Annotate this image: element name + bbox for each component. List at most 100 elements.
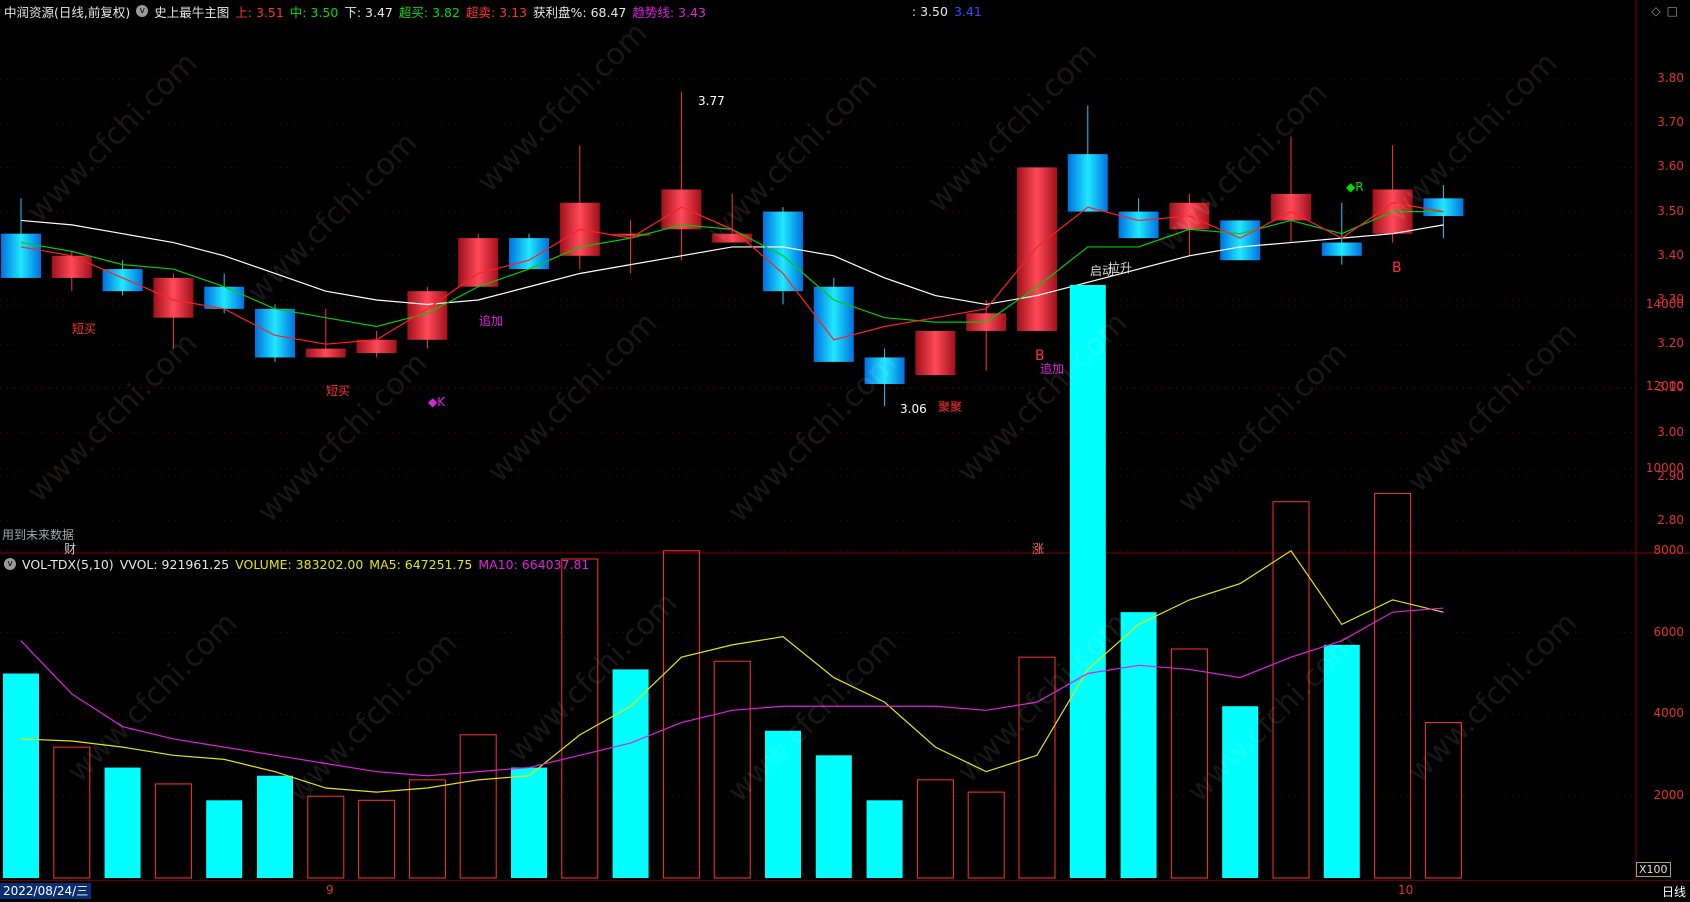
annotation-rise2: 拉升 (1108, 261, 1133, 275)
volume-indicator-header: v VOL-TDX(5,10) VVOL: 921961.25 VOLUME: … (0, 553, 1636, 575)
volume-bar (408, 779, 446, 879)
annotation-high: 3.77 (698, 94, 725, 108)
price-tick: 3.20 (1657, 336, 1684, 351)
candle-body (1220, 220, 1261, 261)
volume-bar (3, 673, 39, 878)
annotation-low: 3.06 (900, 402, 927, 416)
annotation-b-1: B (1035, 348, 1045, 364)
annotation-juji: 聚聚 (938, 400, 963, 414)
candle-body (1, 233, 41, 278)
candle-body (1271, 193, 1311, 221)
volume-bar (1374, 493, 1412, 879)
candle-body (915, 330, 956, 376)
volume-value: VOLUME: 383202.00 (235, 556, 364, 572)
price-tick: 3.00 (1657, 424, 1684, 439)
annotation-add-2: 追加 (1040, 362, 1065, 376)
price-tick: 3.50 (1657, 203, 1684, 218)
chevron-down-icon[interactable]: v (136, 5, 149, 17)
time-axis: 2022/08/24/三 9 10 日线 (0, 880, 1690, 902)
price-axis: 3.80 3.70 3.60 3.50 3.40 3.30 3.20 3.10 3.00 2.90… (1636, 0, 1690, 880)
candle-body (1017, 167, 1057, 331)
volume-ma5-line (20, 549, 1444, 793)
stock-title[interactable]: 中润资源(日线,前复权) (4, 4, 131, 20)
volume-bar (713, 660, 751, 879)
volume-bar (1323, 644, 1360, 878)
annotation-r: ◆R (1346, 180, 1364, 194)
candle-body (1321, 242, 1362, 256)
chevron-down-icon[interactable]: v (4, 558, 16, 570)
future-data-note: 用到未来数据 (2, 528, 75, 542)
extra-value-2: 3.41 (953, 3, 982, 19)
volume-bar (257, 775, 293, 878)
volume-bar (866, 800, 903, 878)
candle-body (153, 277, 194, 318)
vvol-value: VVOL: 921961.25 (119, 556, 230, 572)
overbought-value: 超卖: 3.13 (465, 4, 527, 20)
lower-value: 下: 3.47 (344, 4, 393, 20)
volume-multiplier: X100 (1636, 862, 1671, 877)
price-tick: 3.80 (1657, 71, 1684, 85)
volume-bar (1120, 612, 1157, 878)
volume-bar (765, 730, 801, 878)
candle-body (1067, 154, 1108, 212)
volume-bar (1018, 656, 1056, 879)
candle-body (610, 233, 651, 236)
volume-tick: 4000 (1653, 706, 1684, 721)
profit-value: 获利盘%: 68.47 (532, 4, 627, 20)
candle-body (204, 286, 245, 309)
price-tick: 3.60 (1657, 159, 1684, 174)
volume-bar (967, 791, 1005, 879)
formula-name[interactable]: 史上最牛主图 (154, 4, 230, 20)
volume-bar (1272, 501, 1310, 879)
volume-bar (1222, 706, 1259, 878)
volume-bar (1069, 284, 1106, 878)
date-indicator[interactable]: 2022/08/24/三 (0, 883, 92, 899)
period-label[interactable]: 日线 (1661, 885, 1686, 899)
volume-tick: 6000 (1653, 624, 1684, 639)
volume-tick: 2000 (1653, 788, 1684, 803)
price-tick: 2.80 (1657, 513, 1684, 527)
candle-body (51, 255, 92, 278)
event-tag-zhang[interactable]: 涨 (1032, 542, 1045, 556)
candle-body (813, 286, 854, 362)
volume-bar (1424, 722, 1462, 879)
annotation-b-2: B (1392, 260, 1402, 276)
candle-body (255, 308, 295, 358)
candle-body (356, 339, 397, 354)
candle-body (661, 189, 702, 230)
upper-value: 上: 3.51 (235, 4, 284, 20)
volume-bar (511, 767, 547, 878)
window-buttons[interactable]: ◇□ (1651, 4, 1684, 18)
volume-tick: 8000 (1653, 542, 1684, 557)
mid-value: 中: 3.50 (289, 4, 339, 20)
volume-bar (358, 799, 396, 879)
extra-value-1: : 3.50 (911, 3, 948, 19)
volume-bar (53, 746, 91, 879)
volume-bar (104, 767, 141, 878)
volume-ma10-line (20, 607, 1444, 777)
annotation-short-buy-2: 短买 (326, 384, 351, 398)
candle-body (712, 233, 753, 243)
volume-tick: 10000 (1645, 461, 1684, 475)
price-tick: 3.70 (1657, 115, 1684, 130)
volume-indicator-name[interactable]: VOL-TDX(5,10) (22, 556, 114, 572)
volume-bar (612, 669, 649, 878)
trend-line-red (20, 202, 1444, 345)
candle-body (763, 211, 803, 292)
trend-value: 趋势线: 3.43 (632, 4, 706, 20)
volume-bar (307, 795, 345, 879)
annotation-rise: 启动 (1090, 264, 1115, 278)
price-tick: 3.10 (1657, 380, 1684, 395)
month-tick-10: 10 (1398, 883, 1414, 897)
event-tag-fin[interactable]: 财 (64, 542, 77, 556)
price-tick: 3.30 (1657, 292, 1684, 306)
volume-bar (815, 755, 852, 878)
oversold-value: 超买: 3.82 (398, 4, 460, 20)
volume-bar (459, 734, 497, 879)
volume-tick: 12000 (1645, 379, 1684, 394)
volume-bar (561, 558, 599, 879)
price-tick: 3.40 (1657, 247, 1684, 262)
candle-body (102, 269, 143, 292)
candle-body (305, 348, 346, 358)
